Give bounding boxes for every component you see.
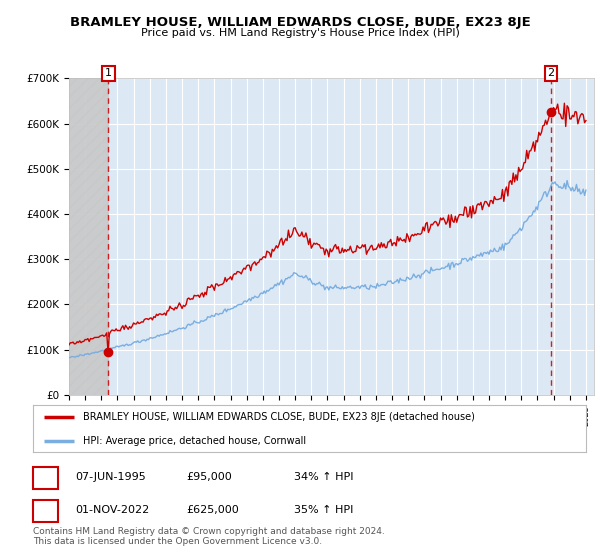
Text: BRAMLEY HOUSE, WILLIAM EDWARDS CLOSE, BUDE, EX23 8JE: BRAMLEY HOUSE, WILLIAM EDWARDS CLOSE, BU…: [70, 16, 530, 29]
Bar: [69, 78, 109, 395]
Text: 1: 1: [105, 68, 112, 78]
Text: £625,000: £625,000: [186, 505, 239, 515]
Text: 01-NOV-2022: 01-NOV-2022: [75, 505, 149, 515]
Text: £95,000: £95,000: [186, 472, 232, 482]
Text: 1: 1: [41, 470, 50, 484]
Text: 2: 2: [547, 68, 554, 78]
Text: 34% ↑ HPI: 34% ↑ HPI: [294, 472, 353, 482]
Text: 07-JUN-1995: 07-JUN-1995: [75, 472, 146, 482]
Text: 35% ↑ HPI: 35% ↑ HPI: [294, 505, 353, 515]
Text: 2: 2: [41, 503, 50, 516]
Text: Contains HM Land Registry data © Crown copyright and database right 2024.
This d: Contains HM Land Registry data © Crown c…: [33, 526, 385, 546]
Text: Price paid vs. HM Land Registry's House Price Index (HPI): Price paid vs. HM Land Registry's House …: [140, 28, 460, 38]
Text: BRAMLEY HOUSE, WILLIAM EDWARDS CLOSE, BUDE, EX23 8JE (detached house): BRAMLEY HOUSE, WILLIAM EDWARDS CLOSE, BU…: [83, 412, 475, 422]
Text: HPI: Average price, detached house, Cornwall: HPI: Average price, detached house, Corn…: [83, 436, 306, 446]
